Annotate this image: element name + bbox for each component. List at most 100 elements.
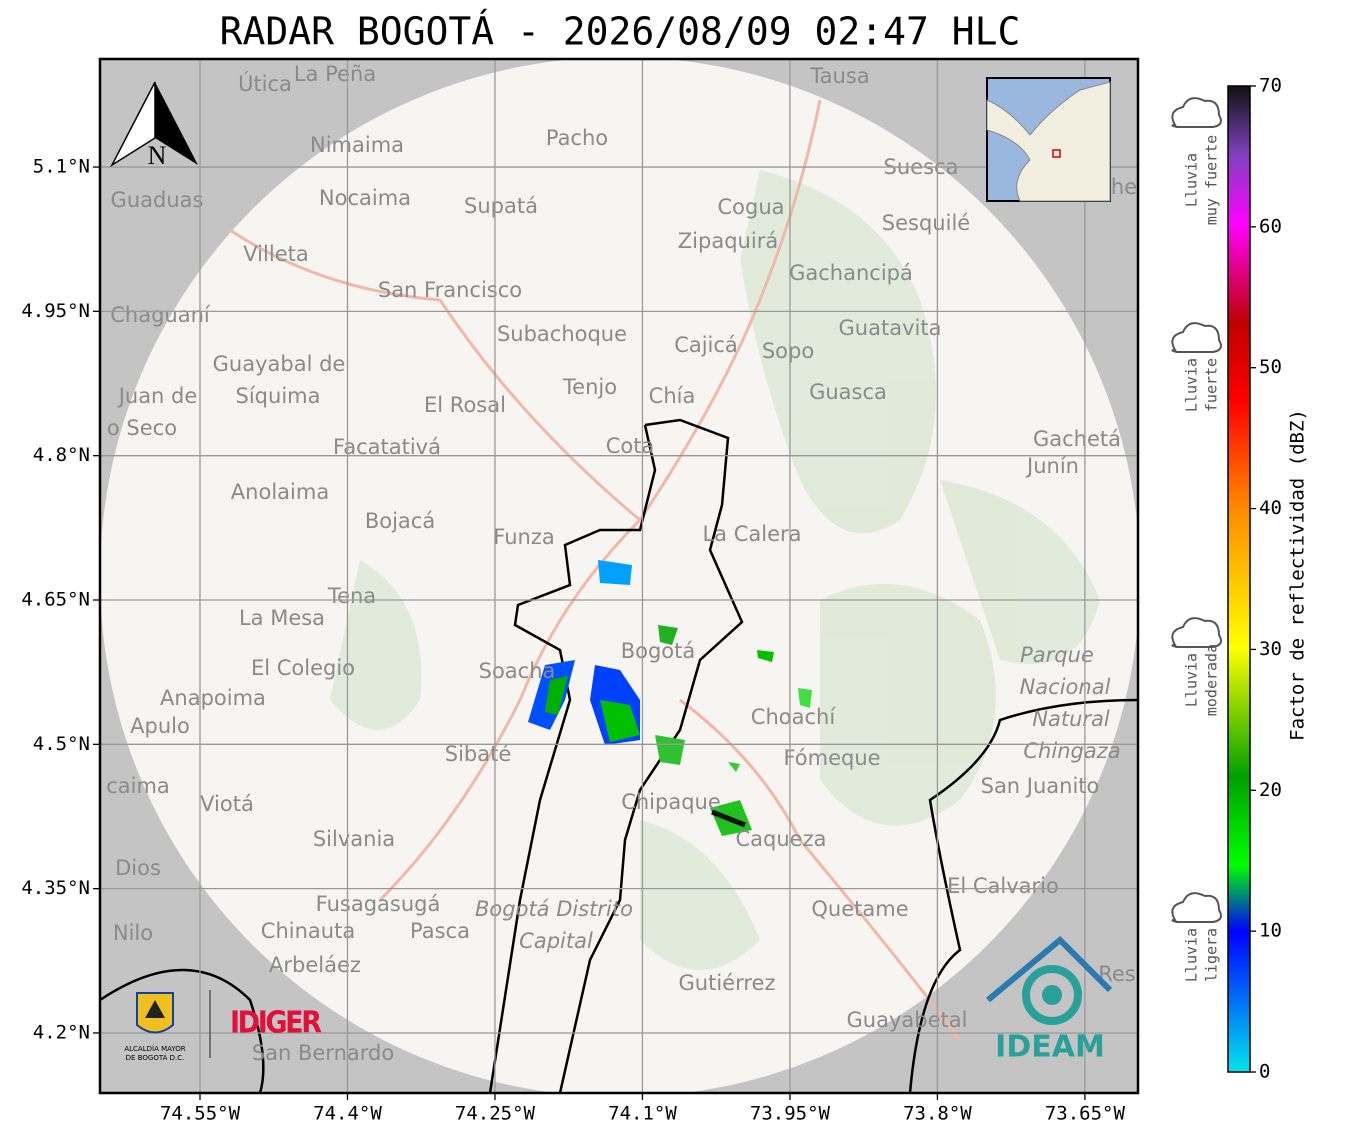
alcaldia-text: ALCALDÍA MAYOR [124,1044,185,1053]
place-label: Anapoima [160,686,266,710]
place-label: Supatá [464,194,538,218]
place-label: Juan de [117,384,198,408]
idiger-logo: IDIGER [230,1006,322,1041]
colorbar-tick-label: 20 [1259,779,1282,801]
place-label: Choachí [751,705,837,729]
place-label: Cota [606,434,655,458]
place-label: Dios [115,856,161,880]
place-label: Nimaima [310,133,404,157]
place-label: Bogotá Distrito [475,897,633,921]
place-label: La Mesa [239,606,325,630]
place-label: Soacha [479,659,556,683]
weather-icon [1171,97,1222,128]
rain-level: Lluvia fuerte [1171,322,1222,412]
colorbar-ticks: 0 10 20 30 40 50 60 70 [1250,75,1282,1083]
north-arrow: N [110,81,198,170]
place-label: Bojacá [365,509,435,533]
x-tick-label: 73.95°W [750,1103,831,1125]
rain-label: moderada [1203,644,1221,716]
place-label: Subachoque [497,322,627,346]
map-area: Útica La Peña Tausa Pacho Nimaima Guaduas Noca… [100,59,1138,1093]
place-label: San Juanito [981,774,1100,798]
place-label: Chía [649,384,696,408]
roads [229,99,962,1041]
place-label: Fómeque [783,746,880,770]
place-label: Pasca [410,919,470,943]
place-label: Sibaté [445,742,512,766]
ideam-text: IDEAM [995,1030,1105,1065]
place-label: caima [106,774,170,798]
place-label: La Calera [702,522,801,546]
place-label: Villeta [243,242,308,266]
place-labels: Útica La Peña Tausa Pacho Nimaima Guaduas Noca… [106,62,1137,1065]
inset-map [986,77,1111,202]
place-label: La Peña [294,62,376,86]
place-label: San Bernardo [252,1041,394,1065]
place-label: Pacho [546,126,608,150]
radar-echoes [528,560,812,836]
place-label: Bogotá [621,639,696,663]
colorbar-label: Factor de reflectividad (dBZ) [1287,409,1309,741]
place-label: he [1111,175,1137,199]
place-label: Tenjo [562,375,617,399]
axis-ticks: 74.55°W 74.4°W 74.25°W 74.1°W 73.95°W 73.8°W 7… [21,156,1125,1125]
place-label: Gachetá [1033,427,1121,451]
place-label: El Rosal [424,393,506,417]
place-label: Anolaima [231,480,329,504]
y-tick-label: 4.35°N [21,877,90,899]
y-tick-label: 4.95°N [21,300,90,322]
map-frame [98,57,1140,1095]
rain-label: muy fuerte [1203,135,1221,225]
x-tick-label: 73.65°W [1045,1103,1126,1125]
colorbar [1227,85,1251,1073]
alcaldia-logo: ALCALDÍA MAYOR DE BOGOTÁ D.C. IDIGER [124,990,322,1062]
place-label: El Colegio [251,656,355,680]
place-label: San Francisco [378,278,522,302]
place-label: o Seco [107,416,177,440]
place-label: Nacional [1020,675,1111,699]
y-tick-label: 4.2°N [33,1021,90,1043]
place-label: El Calvario [947,874,1059,898]
place-label: Útica [238,71,292,96]
place-label: Guatavita [839,316,942,340]
rain-label: Lluvia [1183,928,1201,982]
place-label: Arbeláez [269,953,361,977]
place-label: Guayabetal [847,1008,968,1032]
rain-level: Lluvia ligera [1171,892,1222,982]
north-label: N [148,141,167,170]
x-tick-label: 74.1°W [608,1103,677,1125]
colorbar-tick-label: 60 [1259,215,1282,237]
place-label: Junín [1025,454,1079,478]
place-label: Capital [519,929,593,953]
place-label: Quetame [811,897,908,921]
x-tick-label: 73.8°W [903,1103,972,1125]
place-label: Chinauta [261,919,355,943]
colorbar-tick-label: 40 [1259,497,1282,519]
place-label: Chingaza [1023,739,1120,763]
alcaldia-text: DE BOGOTÁ D.C. [126,1053,185,1062]
place-label: Natural [1032,707,1110,731]
terrain [330,170,1100,970]
y-tick-label: 5.1°N [33,156,90,178]
place-label: Fusagasugá [316,892,441,916]
title: RADAR BOGOTÁ - 2026/08/09 02:47 HLC [220,10,1021,54]
rain-label: ligera [1203,928,1221,982]
place-label: Síquima [236,384,321,408]
place-label: Parque [1020,643,1094,667]
rain-label: Lluvia [1183,358,1201,412]
colorbar-tick-label: 70 [1259,75,1282,97]
place-label: Facatativá [333,435,441,459]
weather-icon [1171,322,1222,353]
place-label: Funza [493,525,554,549]
rain-level: Lluvia moderada [1171,617,1222,716]
district-border [488,418,744,1093]
place-label: Chipaque [621,790,721,814]
place-label: Guayabal de [213,352,346,376]
colorbar-tick-label: 50 [1259,356,1282,378]
x-tick-label: 74.4°W [313,1103,382,1125]
place-label: Caqueza [736,827,827,851]
rain-label: fuerte [1203,358,1221,412]
place-label: Cogua [717,195,784,219]
place-label: Viotá [200,792,254,816]
